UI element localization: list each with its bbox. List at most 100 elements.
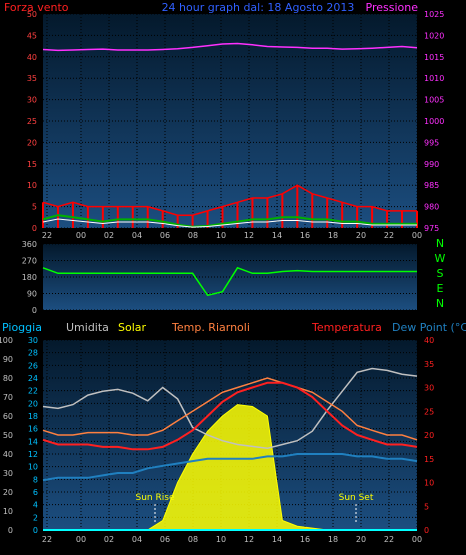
humidity-tick-label: 12 bbox=[28, 450, 38, 459]
compass-letter: N bbox=[436, 297, 444, 310]
time-tick-label: 00 bbox=[412, 231, 422, 240]
pressure-tick-label: 985 bbox=[424, 181, 439, 190]
pressure-axis-label: Pressione bbox=[366, 1, 419, 14]
pressure-tick-label: 1000 bbox=[424, 117, 444, 126]
time-tick-label: 02 bbox=[104, 231, 114, 240]
wind-tick-label: 15 bbox=[27, 160, 37, 169]
pressure-tick-label: 1015 bbox=[424, 53, 444, 62]
time-tick-label: 10 bbox=[216, 535, 226, 544]
wind-tick-label: 10 bbox=[27, 181, 37, 190]
pressure-tick-label: 1005 bbox=[424, 96, 444, 105]
direction-tick-label: 360 bbox=[22, 240, 37, 249]
humidity-tick-label: 18 bbox=[28, 412, 38, 421]
wind-pressure-series bbox=[42, 42, 418, 228]
humidity-tick-label: 10 bbox=[28, 463, 38, 472]
wind-tick-label: 30 bbox=[27, 96, 37, 105]
rain-tick-label: 10 bbox=[3, 507, 13, 516]
legend-rain: Pioggia bbox=[2, 321, 42, 334]
pressure-tick-label: 975 bbox=[424, 224, 439, 233]
time-tick-label: 12 bbox=[244, 231, 254, 240]
time-tick-label: 06 bbox=[160, 231, 170, 240]
direction-tick-label: 180 bbox=[22, 273, 37, 282]
humidity-tick-label: 28 bbox=[28, 349, 38, 358]
rain-tick-label: 0 bbox=[8, 526, 13, 535]
legend-humidity: Umidita bbox=[66, 321, 109, 334]
rain-tick-label: 60 bbox=[3, 412, 13, 421]
pressure-tick-label: 990 bbox=[424, 160, 439, 169]
sunrise-label: Sun Rise bbox=[136, 493, 175, 503]
time-tick-label: 00 bbox=[76, 231, 86, 240]
time-tick-label: 18 bbox=[328, 231, 338, 240]
time-tick-label: 22 bbox=[384, 231, 394, 240]
rain-tick-label: 40 bbox=[3, 450, 13, 459]
temperature-ticks: 0102030405060708090100024681012141618202… bbox=[0, 336, 434, 544]
rain-tick-label: 90 bbox=[3, 355, 13, 364]
humidity-tick-label: 2 bbox=[33, 513, 38, 522]
rain-tick-label: 80 bbox=[3, 374, 13, 383]
time-tick-label: 10 bbox=[216, 231, 226, 240]
time-tick-label: 14 bbox=[272, 535, 282, 544]
temperature-tick-label: 20 bbox=[424, 431, 434, 440]
legend-chill: Temp. Riarnoli bbox=[171, 321, 250, 334]
temperature-line bbox=[42, 381, 418, 451]
direction-tick-label: 90 bbox=[27, 290, 37, 299]
temperature-series bbox=[42, 367, 418, 531]
time-tick-label: 06 bbox=[160, 535, 170, 544]
rain-tick-label: 30 bbox=[3, 469, 13, 478]
humidity-tick-label: 0 bbox=[33, 526, 38, 535]
wind-tick-label: 50 bbox=[27, 10, 37, 19]
wind-direction-ticks: 0 90 180 270 360 bbox=[22, 240, 37, 315]
humidity-tick-label: 30 bbox=[28, 336, 38, 345]
time-tick-label: 22 bbox=[42, 535, 52, 544]
time-tick-label: 22 bbox=[42, 231, 52, 240]
chart-title: 24 hour graph dal: 18 Agosto 2013 bbox=[162, 1, 355, 14]
time-tick-label: 12 bbox=[244, 535, 254, 544]
wind-tick-label: 20 bbox=[27, 138, 37, 147]
rain-tick-label: 70 bbox=[3, 393, 13, 402]
humidity-tick-label: 8 bbox=[33, 475, 38, 484]
pressure-tick-label: 1025 bbox=[424, 10, 444, 19]
pressure-tick-label: 1020 bbox=[424, 31, 444, 40]
legend-dewpoint: Dew Point (°C) bbox=[392, 321, 466, 334]
time-tick-label: 02 bbox=[104, 535, 114, 544]
time-tick-label: 14 bbox=[272, 231, 282, 240]
rain-tick-label: 20 bbox=[3, 488, 13, 497]
wind-pressure-grid bbox=[43, 13, 418, 229]
humidity-tick-label: 6 bbox=[33, 488, 38, 497]
pressure-tick-label: 995 bbox=[424, 138, 439, 147]
wind-pressure-ticks: 0510152025303540455097598098599099510001… bbox=[27, 10, 445, 240]
time-tick-label: 00 bbox=[412, 535, 422, 544]
time-tick-label: 20 bbox=[356, 231, 366, 240]
wind-axis-label: Forza vento bbox=[4, 1, 69, 14]
humidity-tick-label: 20 bbox=[28, 399, 38, 408]
temperature-tick-label: 5 bbox=[424, 502, 429, 511]
pressure-line bbox=[42, 42, 418, 52]
temperature-tick-label: 10 bbox=[424, 479, 434, 488]
humidity-tick-label: 14 bbox=[28, 437, 38, 446]
time-tick-label: 04 bbox=[132, 535, 142, 544]
humidity-line bbox=[42, 367, 418, 450]
temperature-tick-label: 35 bbox=[424, 360, 434, 369]
time-tick-label: 04 bbox=[132, 231, 142, 240]
time-tick-label: 08 bbox=[188, 535, 198, 544]
wind-direction-grid bbox=[43, 243, 417, 311]
avg-wind-line-2 bbox=[42, 218, 417, 228]
time-tick-label: 22 bbox=[384, 535, 394, 544]
sunset-label: Sun Set bbox=[339, 493, 374, 503]
temperature-tick-label: 40 bbox=[424, 336, 434, 345]
humidity-tick-label: 22 bbox=[28, 387, 38, 396]
rain-tick-label: 100 bbox=[0, 336, 13, 345]
legend-temperature: Temperatura bbox=[311, 321, 382, 334]
avg-wind-line bbox=[42, 214, 417, 228]
rain-tick-label: 50 bbox=[3, 431, 13, 440]
wind-tick-label: 0 bbox=[32, 224, 37, 233]
wind-tick-label: 45 bbox=[27, 31, 37, 40]
wind-tick-label: 40 bbox=[27, 53, 37, 62]
time-tick-label: 18 bbox=[328, 535, 338, 544]
direction-tick-label: 270 bbox=[22, 257, 37, 266]
pressure-tick-label: 1010 bbox=[424, 74, 444, 83]
compass-letter: N bbox=[436, 237, 444, 250]
